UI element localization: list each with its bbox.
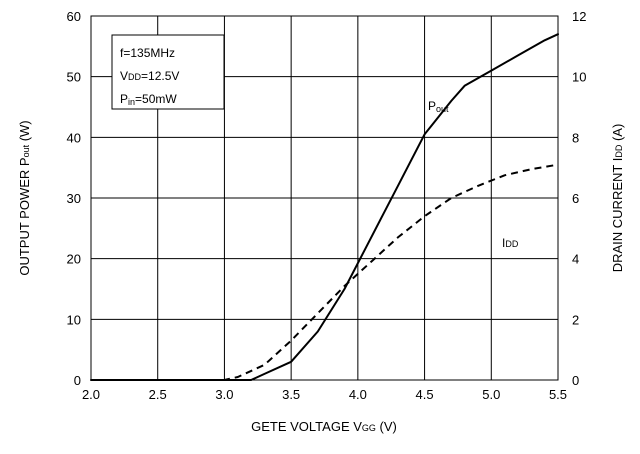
condition-pin: Pin=50mW: [120, 92, 177, 107]
x-tick-label: 3.0: [215, 387, 233, 402]
series-label-idd: IDD: [502, 236, 519, 250]
y-left-tick-label: 60: [67, 9, 81, 24]
x-tick-label: 2.5: [149, 387, 167, 402]
y-axis-right: 0 2 4 6 8 10 12: [572, 9, 586, 388]
y-axis-right-title: DRAIN CURRENT IDD (A): [610, 124, 625, 273]
x-axis: 2.0 2.5 3.0 3.5 4.0 4.5 5.0 5.5: [82, 387, 567, 402]
y-left-tick-label: 50: [67, 70, 81, 85]
x-tick-label: 5.0: [482, 387, 500, 402]
y-right-tick-label: 0: [572, 373, 579, 388]
plot-frame: [90, 15, 559, 381]
x-tick-label: 5.5: [549, 387, 567, 402]
y-right-tick-label: 6: [572, 191, 579, 206]
series-line-idd: [91, 163, 559, 381]
x-axis-title: GETE VOLTAGE VGG (V): [251, 419, 397, 434]
y-axis-left: 0 10 20 30 40 50 60: [67, 9, 81, 388]
conditions-box: [111, 34, 225, 110]
x-tick-label: 2.0: [82, 387, 100, 402]
x-tick-label: 4.0: [349, 387, 367, 402]
y-left-tick-label: 40: [67, 130, 81, 145]
series-group: [90, 33, 559, 381]
y-right-tick-label: 8: [572, 130, 579, 145]
y-left-tick-label: 0: [74, 373, 81, 388]
y-right-tick-label: 4: [572, 252, 579, 267]
y-right-tick-label: 12: [572, 9, 586, 24]
x-tick-label: 4.5: [416, 387, 434, 402]
x-tick-label: 3.5: [282, 387, 300, 402]
y-right-tick-label: 10: [572, 70, 586, 85]
series-label-pout: Pout: [428, 99, 449, 114]
condition-vdd: VDD=12.5V: [120, 69, 179, 83]
y-right-tick-label: 2: [572, 312, 579, 327]
condition-frequency: f=135MHz: [120, 46, 175, 60]
y-left-tick-label: 30: [67, 191, 81, 206]
y-left-tick-label: 10: [67, 312, 81, 327]
series-line-pout: [90, 33, 559, 381]
y-axis-left-title: OUTPUT POWER Pout (W): [17, 120, 32, 275]
y-left-tick-label: 20: [67, 252, 81, 267]
